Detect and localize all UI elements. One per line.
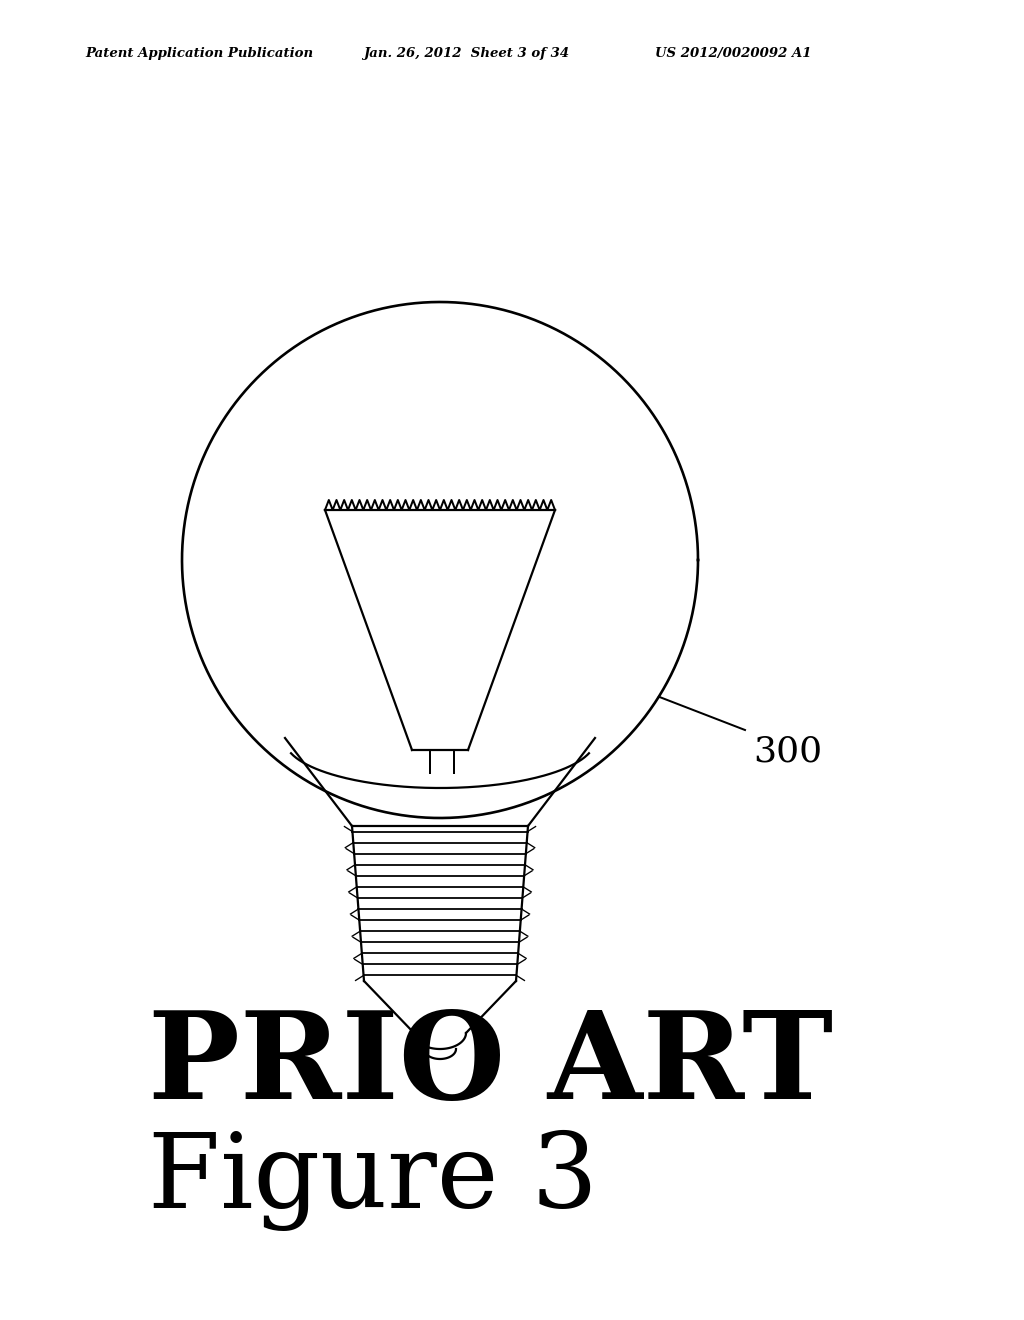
Text: US 2012/0020092 A1: US 2012/0020092 A1 [655,46,812,59]
Text: Jan. 26, 2012  Sheet 3 of 34: Jan. 26, 2012 Sheet 3 of 34 [364,46,569,59]
Text: 300: 300 [753,735,822,770]
Text: Figure 3: Figure 3 [148,1129,598,1232]
Text: PRIO ART: PRIO ART [148,1006,834,1125]
Text: Patent Application Publication: Patent Application Publication [85,46,313,59]
